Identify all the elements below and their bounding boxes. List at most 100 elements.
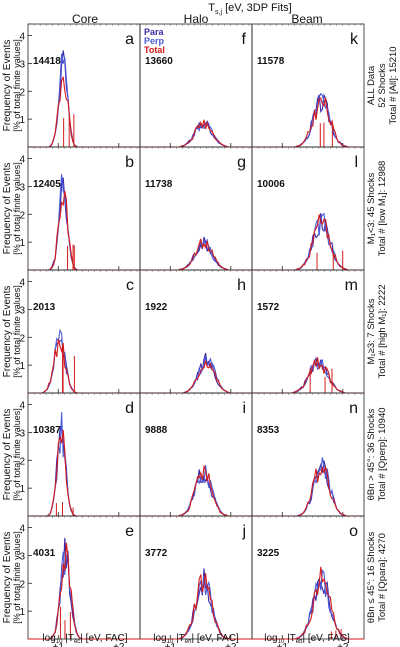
- y-tick-label: 1: [19, 607, 25, 618]
- x-tick-label: +2: [113, 642, 125, 647]
- panel-count: 12405: [33, 179, 61, 190]
- series-total: [140, 238, 252, 271]
- y-tick-label: 4: [19, 524, 25, 535]
- series-total: [252, 465, 364, 517]
- panel-letter: f: [242, 31, 247, 48]
- series-perp: [140, 120, 252, 148]
- y-tick-label: 1: [19, 238, 25, 249]
- panel-letter: m: [345, 277, 358, 294]
- panel-count: 11738: [145, 179, 173, 190]
- y-tick-label: 2: [19, 210, 25, 221]
- series-perp: [252, 212, 364, 271]
- y-tick-label: 1: [19, 115, 25, 126]
- panel-letter: c: [126, 277, 134, 294]
- series-para: [28, 177, 140, 271]
- panel-b: 1 2 3 4 12405 b: [19, 146, 141, 271]
- panel-letter: i: [242, 400, 246, 417]
- series-para: [140, 469, 252, 517]
- row-label: Total # [low M₁]: 12988: [377, 161, 388, 257]
- row-label: Total # [Qperp]: 10940: [377, 407, 388, 501]
- y-tick-label: 2: [19, 579, 25, 590]
- panel-k: 11578 k: [251, 23, 365, 148]
- panel-count: 10387: [33, 425, 61, 436]
- row-label: M₁<3: 45 Shocks: [366, 172, 377, 244]
- panel-frame: [139, 146, 253, 271]
- series-total: [140, 464, 252, 517]
- y-tick-label: 2: [19, 333, 25, 344]
- y-tick-label: 4: [19, 401, 25, 412]
- panel-letter: b: [125, 154, 134, 171]
- series-perp: [28, 53, 140, 148]
- y-tick-label: 1: [19, 361, 25, 372]
- series-total: [28, 76, 140, 148]
- row-label: 52 Shocks: [377, 63, 388, 108]
- panel-letter: j: [241, 523, 246, 540]
- legend-total: Total: [144, 45, 165, 55]
- row-label: θBn > 45°: 36 Shocks: [366, 408, 377, 500]
- column-header-beam: Beam: [291, 12, 322, 26]
- y-axis-label: Frequency of Events: [2, 163, 13, 255]
- row-label: M₁≥3: 7 Shocks: [366, 298, 377, 364]
- y-tick-label: 3: [19, 428, 25, 439]
- series-perp: [28, 551, 140, 640]
- row-label: θBn ≤ 45°: 16 Shocks: [366, 532, 377, 624]
- series-perp: [140, 356, 252, 394]
- panel-letter: e: [125, 523, 134, 540]
- panel-count: 14418: [33, 56, 61, 67]
- panel-o: 3225 o +1 +2: [251, 515, 365, 647]
- legend-perp: Perp: [144, 36, 165, 46]
- panel-grid: 1 2 3 4 14418 a 13660 f 11578 k 1 2 3 4 12405 b 11738 g 10…: [2, 23, 399, 647]
- y-axis-label: Frequency of Events: [2, 40, 13, 132]
- row-label: Total # [high M₁]: 2222: [377, 284, 388, 378]
- series-para: [28, 339, 140, 394]
- series-perp: [252, 92, 364, 148]
- y-axis-label: Frequency of Events: [2, 409, 13, 501]
- panel-frame: [251, 515, 365, 640]
- panel-letter: h: [237, 277, 246, 294]
- panel-c: 1 2 3 4 2013 c: [19, 269, 141, 394]
- series-total: [28, 191, 140, 271]
- panel-count: 2013: [33, 302, 56, 313]
- panel-m: 1572 m: [251, 269, 365, 394]
- y-tick-label: 4: [19, 155, 25, 166]
- panel-letter: n: [349, 400, 358, 417]
- series-perp: [252, 568, 364, 640]
- series-total: [252, 357, 364, 394]
- row-label: Total # [Qpara]: 4270: [377, 533, 388, 622]
- panel-frame: [139, 392, 253, 517]
- series-total: [140, 119, 252, 148]
- column-header-halo: Halo: [184, 12, 209, 26]
- panel-count: 4031: [33, 548, 56, 559]
- series-para: [28, 423, 140, 517]
- panel-letter: g: [237, 154, 246, 171]
- panel-i: 9888 i: [139, 392, 253, 517]
- panel-letter: a: [125, 31, 134, 48]
- panel-count: 1922: [145, 302, 168, 313]
- x-axis-label-halo: log10 |Teh| [eV, FAC]: [153, 633, 239, 645]
- series-total: [252, 214, 364, 271]
- y-tick-label: 3: [19, 305, 25, 316]
- series-perp: [28, 328, 140, 394]
- y-axis-label: Frequency of Events: [2, 286, 13, 378]
- panel-count: 11578: [257, 56, 285, 67]
- panel-letter: l: [354, 154, 358, 171]
- x-tick-label: +2: [337, 642, 349, 647]
- panel-frame: [27, 269, 141, 394]
- panel-count: 9888: [145, 425, 168, 436]
- y-tick-label: 4: [19, 32, 25, 43]
- panel-frame: [27, 23, 141, 148]
- series-para: [252, 460, 364, 517]
- y-axis-label-sub: [% of total finite values]: [12, 408, 22, 501]
- panel-l: 10006 l: [251, 146, 365, 271]
- x-tick-label: +2: [225, 642, 237, 647]
- y-tick-label: 4: [19, 278, 25, 289]
- panel-g: 11738 g: [139, 146, 253, 271]
- panel-count: 3772: [145, 548, 168, 559]
- series-perp: [252, 457, 364, 517]
- y-axis-label-sub: [% of total finite values]: [12, 162, 22, 255]
- panel-n: 8353 n: [251, 392, 365, 517]
- panel-count: 10006: [257, 179, 285, 190]
- panel-frame: [139, 269, 253, 394]
- series-total: [140, 360, 252, 394]
